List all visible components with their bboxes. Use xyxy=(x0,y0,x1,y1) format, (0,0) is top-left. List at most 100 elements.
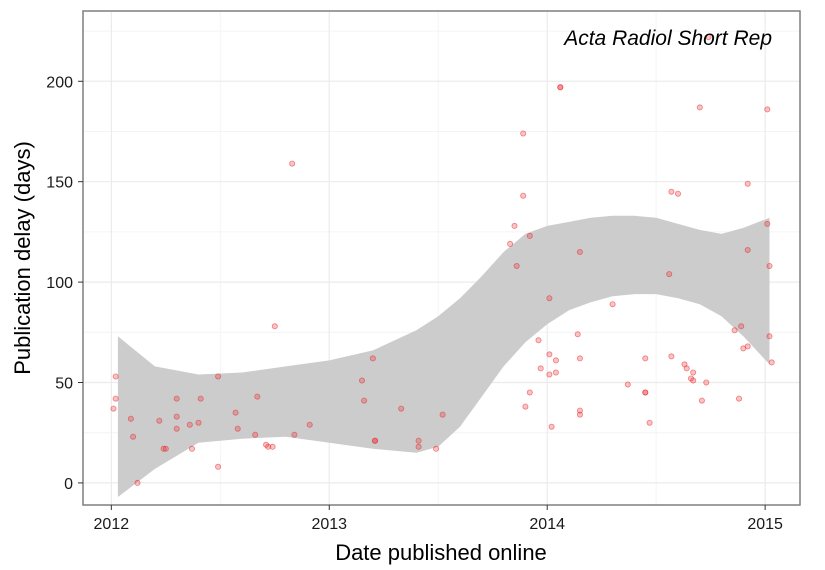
confidence-band xyxy=(117,215,770,498)
data-point xyxy=(162,445,169,452)
data-point xyxy=(513,262,520,269)
data-point xyxy=(766,262,773,269)
data-point xyxy=(666,271,673,278)
data-point xyxy=(646,419,653,426)
data-point xyxy=(289,160,296,167)
y-tick-label: 200 xyxy=(46,74,73,91)
y-tick-label: 50 xyxy=(55,376,73,393)
data-point xyxy=(134,479,141,486)
data-point xyxy=(668,188,675,195)
data-point xyxy=(690,377,697,384)
data-point xyxy=(574,331,581,338)
data-point xyxy=(511,222,518,229)
data-point xyxy=(215,463,222,470)
data-point xyxy=(439,411,446,418)
data-point xyxy=(703,379,710,386)
data-point xyxy=(186,421,193,428)
data-point xyxy=(609,301,616,308)
data-point xyxy=(764,106,771,113)
data-point xyxy=(675,190,682,197)
data-point xyxy=(696,104,703,111)
data-point xyxy=(173,395,180,402)
x-tick-label: 2012 xyxy=(94,516,130,533)
data-point xyxy=(232,409,239,416)
data-point xyxy=(507,240,514,247)
data-point xyxy=(112,373,119,380)
y-tick-label: 100 xyxy=(46,275,73,292)
data-point xyxy=(215,373,222,380)
data-point xyxy=(576,248,583,255)
data-point xyxy=(744,343,751,350)
data-point xyxy=(526,232,533,239)
data-point xyxy=(624,381,631,388)
data-point xyxy=(361,397,368,404)
data-point xyxy=(690,369,697,376)
plot-panel-border xyxy=(82,10,801,506)
data-point xyxy=(576,407,583,414)
data-point xyxy=(705,34,712,41)
data-point xyxy=(127,415,134,422)
data-point xyxy=(306,421,313,428)
data-point xyxy=(254,393,261,400)
data-point xyxy=(252,431,259,438)
data-point xyxy=(234,425,241,432)
data-point xyxy=(110,405,117,412)
data-point xyxy=(642,355,649,362)
data-point xyxy=(557,84,564,91)
data-point xyxy=(369,355,376,362)
data-point xyxy=(744,180,751,187)
data-point xyxy=(548,423,555,430)
data-point xyxy=(552,369,559,376)
data-point xyxy=(188,445,195,452)
data-point xyxy=(552,357,559,364)
data-point xyxy=(522,403,529,410)
data-point xyxy=(269,443,276,450)
data-point xyxy=(156,417,163,424)
data-point xyxy=(415,437,422,444)
data-point xyxy=(398,405,405,412)
data-point xyxy=(642,389,649,396)
data-point xyxy=(738,323,745,330)
data-points xyxy=(110,34,775,486)
data-point xyxy=(668,353,675,360)
data-point xyxy=(415,443,422,450)
data-point xyxy=(520,130,527,137)
data-point xyxy=(736,395,743,402)
data-point xyxy=(683,365,690,372)
data-point xyxy=(265,443,272,450)
data-point xyxy=(291,431,298,438)
x-tick-label: 2013 xyxy=(311,516,347,533)
data-point xyxy=(576,355,583,362)
data-point xyxy=(546,371,553,378)
data-point xyxy=(768,359,775,366)
data-point xyxy=(197,395,204,402)
data-point xyxy=(130,433,137,440)
y-tick-label: 0 xyxy=(64,476,73,493)
data-point xyxy=(731,327,738,334)
data-point xyxy=(537,365,544,372)
data-point xyxy=(520,192,527,199)
data-point xyxy=(546,295,553,302)
data-point xyxy=(698,397,705,404)
x-axis-ticks: 2012 2013 2014 2015 xyxy=(94,505,783,533)
x-tick-label: 2015 xyxy=(747,516,783,533)
data-point xyxy=(535,337,542,344)
x-tick-label: 2014 xyxy=(529,516,565,533)
data-point xyxy=(764,220,771,227)
data-point xyxy=(112,395,119,402)
x-axis-title: Date published online xyxy=(335,540,547,565)
data-point xyxy=(195,419,202,426)
data-point xyxy=(526,389,533,396)
data-point xyxy=(744,246,751,253)
y-axis-title: Publication delay (days) xyxy=(10,141,35,375)
y-axis-ticks: 0 50 100 150 200 xyxy=(46,74,83,493)
data-point xyxy=(358,377,365,384)
y-tick-label: 150 xyxy=(46,175,73,192)
data-point xyxy=(433,445,440,452)
data-point xyxy=(173,425,180,432)
data-point xyxy=(546,351,553,358)
data-point xyxy=(271,323,278,330)
data-point xyxy=(371,437,378,444)
journal-annotation: Acta Radiol Short Rep xyxy=(562,27,772,50)
